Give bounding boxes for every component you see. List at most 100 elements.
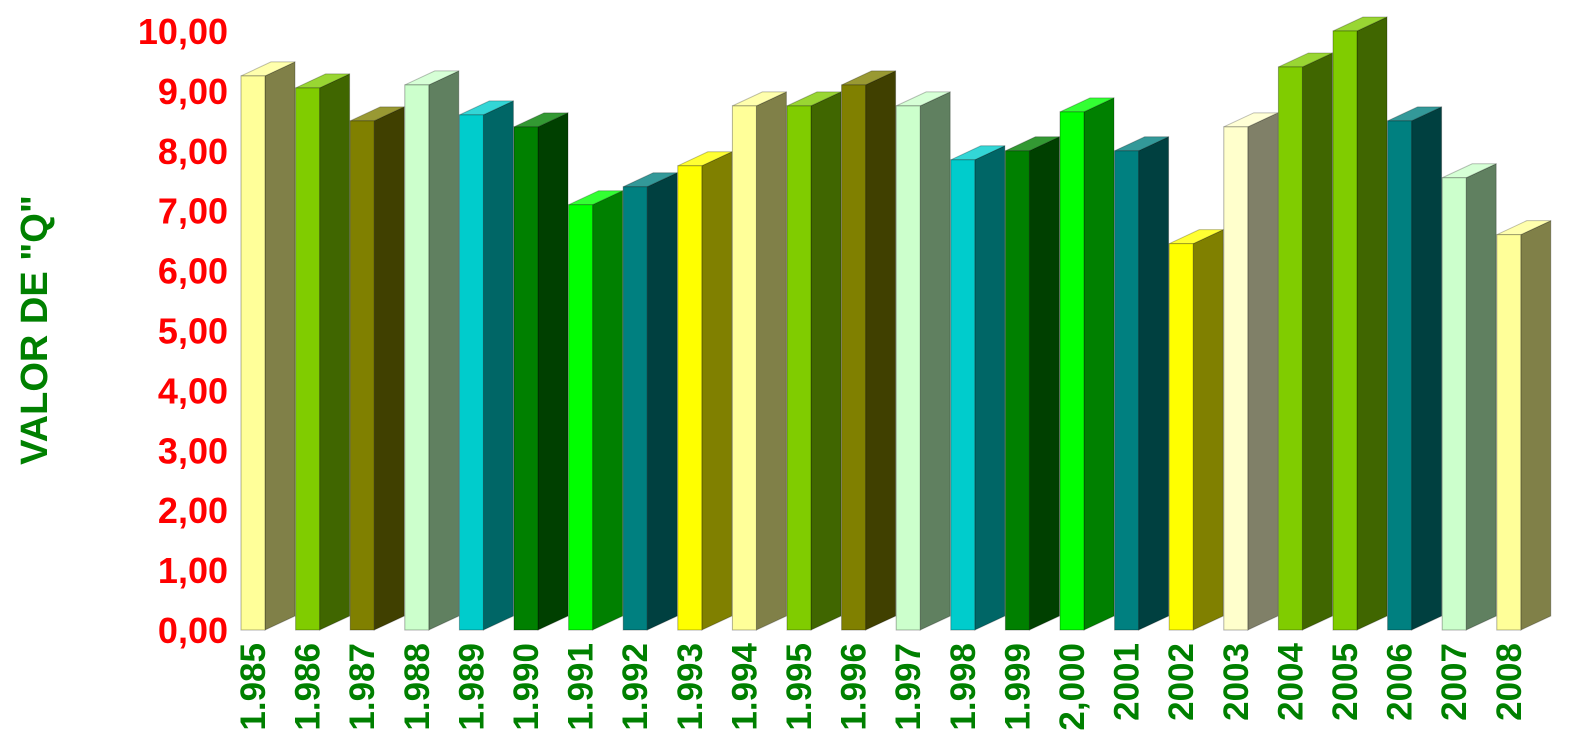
x-tick-label: 2008 (1490, 643, 1529, 721)
x-tick-label: 1.987 (343, 643, 382, 731)
x-tick-label: 1.990 (507, 643, 546, 731)
y-tick-label: 7,00 (158, 191, 228, 232)
bar (841, 70, 897, 631)
bar-front (1387, 120, 1413, 631)
bar (404, 70, 460, 631)
bar-front (458, 114, 484, 631)
bar (622, 171, 678, 631)
x-tick-label: 1.996 (835, 643, 874, 731)
x-tick-label: 1.993 (671, 643, 710, 731)
x-tick-label: 1.997 (889, 643, 928, 731)
bar-front (1223, 126, 1249, 631)
y-tick-label: 6,00 (158, 251, 228, 292)
bar (1004, 136, 1060, 631)
x-tick-label: 2001 (1108, 643, 1147, 721)
bar-side (1192, 228, 1224, 631)
bar-side (1356, 16, 1388, 631)
x-tick-label: 1.988 (398, 643, 437, 731)
bar-side (810, 91, 842, 631)
bar (1223, 112, 1279, 631)
bar-front (677, 165, 703, 631)
bar-front (1441, 177, 1467, 631)
bar-side (974, 144, 1006, 631)
x-tick-label: 2004 (1271, 642, 1310, 720)
bar-side (482, 100, 514, 631)
bar-side (1520, 219, 1552, 631)
x-tick-label: 2002 (1162, 643, 1201, 721)
x-tick-label: 2003 (1217, 643, 1256, 721)
bar (240, 61, 296, 631)
x-axis-ticks: 1.985 1.986 1.987 1.988 1.989 1.990 1.991 1.992… (234, 642, 1529, 730)
bar-front (731, 105, 757, 631)
bar-side (592, 189, 624, 631)
bar-front (950, 159, 976, 631)
x-tick-label: 1.992 (616, 643, 655, 731)
x-tick-label: 1.991 (562, 643, 601, 731)
bar (568, 189, 624, 631)
bar (1496, 219, 1552, 631)
bar-front (622, 186, 648, 631)
y-axis-ticks: 0,00 1,00 2,00 3,00 4,00 5,00 6,00 7,00 8,00 9,00… (138, 11, 228, 651)
bar (1387, 106, 1443, 631)
bar-front (786, 105, 812, 631)
bar-front (513, 126, 539, 631)
bar-front (404, 84, 430, 631)
bar-side (537, 112, 569, 631)
bar-front (1277, 66, 1303, 631)
bar-front (349, 120, 375, 631)
bar-side (1028, 136, 1060, 631)
bar-side (646, 171, 678, 631)
bar (349, 106, 405, 631)
bar-side (428, 70, 460, 631)
y-tick-label: 9,00 (158, 71, 228, 112)
bar (731, 91, 787, 631)
x-tick-label: 2006 (1381, 643, 1420, 721)
bar (786, 91, 842, 631)
bars (240, 16, 1552, 631)
bar-side (1247, 112, 1279, 631)
bar-front (1059, 111, 1085, 631)
bar (513, 112, 569, 631)
y-axis-label: VALOR DE "Q" (14, 195, 56, 465)
y-tick-label: 1,00 (158, 550, 228, 591)
bar-front (1332, 30, 1358, 631)
bar-front (295, 87, 321, 631)
bar-front (841, 84, 867, 631)
bar-side (1083, 97, 1115, 631)
bar (1168, 228, 1224, 631)
bar (1059, 97, 1115, 631)
bar-front (895, 105, 921, 631)
bar (895, 91, 951, 631)
bar (1441, 162, 1497, 631)
bar-side (1138, 136, 1170, 631)
bar (1114, 136, 1170, 631)
x-tick-label: 1.994 (725, 642, 764, 730)
bar-front (1168, 243, 1194, 631)
bar-side (264, 61, 296, 631)
x-tick-label: 2007 (1435, 643, 1474, 721)
bar-side (919, 91, 951, 631)
bar-side (701, 150, 733, 631)
bar-front (568, 204, 594, 631)
x-tick-label: 2005 (1326, 643, 1365, 721)
bar (458, 100, 514, 631)
bar-side (1465, 162, 1497, 631)
x-tick-label: 1.995 (780, 643, 819, 731)
y-tick-label: 3,00 (158, 430, 228, 471)
bar-side (865, 70, 897, 631)
bar-side (1301, 52, 1333, 631)
y-tick-label: 0,00 (158, 610, 228, 651)
bar-front (240, 75, 266, 631)
y-tick-label: 5,00 (158, 311, 228, 352)
y-tick-label: 10,00 (138, 11, 228, 52)
x-tick-label: 1.986 (289, 643, 328, 731)
bar (1332, 16, 1388, 631)
x-tick-label: 1.999 (998, 643, 1037, 731)
bar (677, 150, 733, 631)
bar-front (1004, 150, 1030, 631)
bar-side (373, 106, 405, 631)
bar (1277, 52, 1333, 631)
x-tick-label: 1.985 (234, 643, 273, 731)
bar (295, 73, 351, 631)
